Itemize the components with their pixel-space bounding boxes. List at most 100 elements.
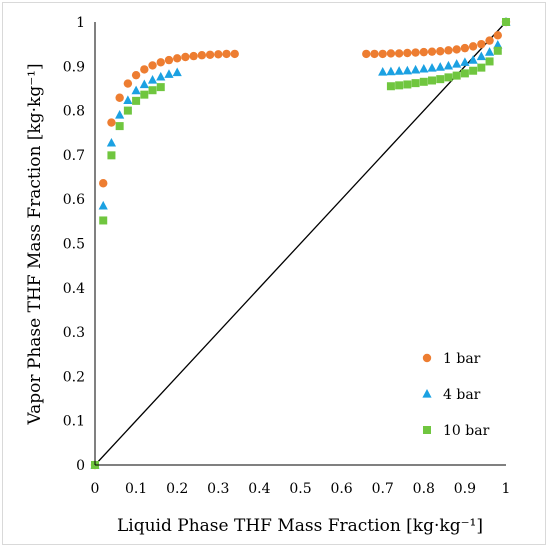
data-point — [428, 76, 437, 85]
y-tick-label: 0.1 — [63, 414, 85, 430]
data-point — [123, 106, 132, 115]
data-point — [140, 90, 149, 99]
data-point — [173, 54, 182, 63]
data-point — [410, 64, 421, 74]
data-point — [436, 75, 445, 84]
data-point — [98, 200, 108, 210]
data-point — [156, 71, 166, 81]
data-point — [460, 69, 469, 78]
data-point — [147, 75, 158, 84]
y-tick-labels: 0 0.1 0.2 0.3 0.4 0.5 0.6 0.7 0.8 0.9 1 — [63, 15, 85, 474]
data-point — [115, 93, 124, 102]
data-point — [395, 81, 404, 90]
data-point — [123, 79, 133, 88]
data-point — [197, 51, 207, 60]
data-point — [502, 18, 510, 26]
y-tick-label: 0.9 — [63, 59, 85, 75]
x-tick-label: 0.5 — [289, 481, 311, 497]
x-tick-label: 0.6 — [330, 481, 352, 497]
legend-marker — [422, 353, 432, 363]
data-point — [427, 47, 437, 56]
y-tick-label: 0.3 — [63, 325, 85, 341]
data-point — [419, 63, 429, 73]
data-point — [411, 79, 420, 88]
data-point — [419, 77, 428, 86]
legend: 1 bar 4 bar 10 bar — [422, 351, 490, 439]
data-point — [181, 52, 190, 62]
data-point — [148, 86, 157, 95]
data-point — [362, 49, 371, 59]
x-axis-title: Liquid Phase THF Mass Fraction [kg·kg⁻¹] — [117, 516, 483, 536]
data-point — [378, 49, 387, 59]
data-point — [460, 43, 470, 53]
data-points — [90, 17, 511, 470]
data-point — [222, 49, 231, 59]
x-tick-label: 1 — [502, 481, 511, 497]
x-tick-label: 0.9 — [454, 481, 476, 497]
legend-label: 4 bar — [443, 387, 481, 403]
y-tick-label: 0.6 — [63, 192, 85, 208]
data-point — [402, 65, 412, 75]
data-point — [131, 70, 141, 80]
data-point — [205, 50, 215, 59]
x-tick-label: 0.8 — [413, 481, 435, 497]
data-point — [476, 51, 486, 61]
data-point — [444, 73, 453, 82]
legend-marker — [422, 389, 432, 398]
y-tick-label: 0.4 — [63, 281, 85, 297]
data-point — [99, 179, 108, 188]
axes — [94, 22, 506, 466]
data-point — [493, 46, 502, 55]
data-point — [460, 57, 470, 66]
y-tick-label: 0.2 — [63, 369, 85, 385]
series-1-bar — [90, 17, 511, 470]
x-tick-label: 0.3 — [207, 481, 229, 497]
y-tick-label: 0 — [76, 458, 85, 474]
diagonal-reference-line — [94, 21, 507, 466]
data-point — [131, 85, 141, 95]
data-point — [230, 49, 239, 59]
data-point — [139, 79, 149, 89]
legend-marker — [423, 426, 431, 434]
data-point — [115, 122, 124, 131]
data-point — [106, 137, 117, 147]
data-point — [386, 66, 396, 76]
data-point — [493, 40, 503, 49]
data-point — [115, 110, 125, 119]
x-tick-label: 0.4 — [248, 481, 270, 497]
y-tick-label: 0.8 — [63, 104, 85, 120]
data-point — [99, 216, 108, 225]
data-point — [477, 63, 486, 72]
y-tick-label: 0.7 — [63, 148, 85, 164]
data-point — [107, 151, 116, 160]
data-point — [436, 47, 445, 56]
y-tick-label: 1 — [76, 15, 85, 31]
x-tick-label: 0.7 — [372, 481, 394, 497]
data-point — [164, 55, 174, 65]
data-point — [411, 48, 420, 57]
data-point — [435, 62, 445, 71]
data-point — [493, 31, 502, 40]
data-point — [386, 82, 395, 91]
data-point — [394, 49, 404, 58]
data-point — [452, 45, 461, 54]
data-point — [214, 50, 223, 59]
data-point — [156, 83, 165, 92]
y-axis-title: Vapor Phase THF Mass Fraction [kg·kg⁻¹] — [25, 63, 45, 425]
data-point — [189, 51, 198, 61]
data-point — [419, 47, 428, 57]
data-point — [427, 63, 437, 72]
data-point — [370, 49, 379, 59]
data-point — [468, 42, 478, 51]
data-point — [140, 65, 149, 74]
data-point — [477, 39, 486, 49]
data-point — [485, 36, 494, 45]
x-tick-label: 0.2 — [166, 481, 188, 497]
data-point — [468, 55, 478, 64]
data-point — [485, 57, 494, 66]
legend-label: 1 bar — [443, 351, 481, 367]
chart-frame — [2, 2, 546, 545]
legend-label: 10 bar — [443, 423, 490, 439]
y-tick-label: 0.5 — [63, 237, 85, 253]
